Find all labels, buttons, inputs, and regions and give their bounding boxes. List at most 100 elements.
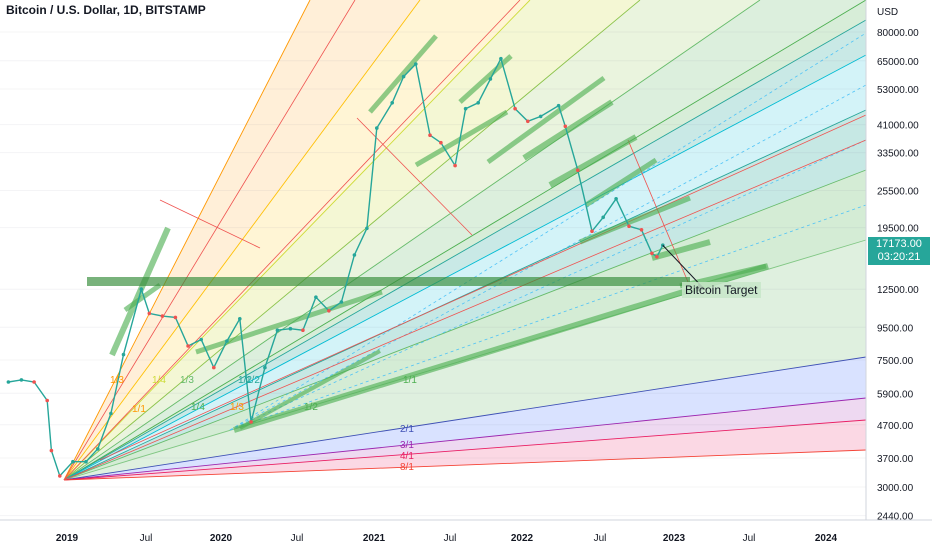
fan-dashed-line <box>229 204 867 431</box>
fan-dashed-line <box>229 32 867 431</box>
target-arrow <box>662 244 705 290</box>
time-tick-label: 2024 <box>815 533 838 544</box>
price-point <box>32 380 36 384</box>
price-point <box>249 420 253 424</box>
fan-label: 1/3 <box>110 375 124 386</box>
price-point <box>563 124 568 129</box>
trend-band <box>414 109 509 168</box>
price-point <box>627 224 631 228</box>
red-fan-line <box>63 0 521 481</box>
trend-band <box>579 195 691 245</box>
red-fan-line <box>63 139 867 481</box>
fan-line <box>63 0 531 481</box>
price-tick-label: 12500.00 <box>877 285 919 296</box>
chart-title: Bitcoin / U.S. Dollar, 1D, BITSTAMP <box>6 3 206 17</box>
price-point <box>526 119 530 124</box>
price-point <box>173 315 178 320</box>
price-point <box>401 74 406 79</box>
fan-label: 1/1 <box>403 375 417 386</box>
fan-label: 1/2 <box>238 375 252 386</box>
price-tick-label: 19500.00 <box>877 224 919 235</box>
time-tick-label: 2020 <box>210 533 233 544</box>
price-point <box>212 365 216 370</box>
price-point <box>463 106 468 111</box>
price-point <box>352 253 357 257</box>
price-point <box>375 126 379 130</box>
fan-line <box>63 19 867 481</box>
price-point <box>19 378 24 382</box>
price-point <box>414 62 418 66</box>
trend-band <box>486 75 606 165</box>
price-point <box>390 101 395 105</box>
price-point <box>590 229 594 233</box>
time-tick-label: Jul <box>444 533 457 544</box>
price-tick-label: 53000.00 <box>877 85 919 96</box>
price-point <box>109 411 113 416</box>
fan-label: 1/4 <box>191 402 205 413</box>
price-tick-label: 4700.00 <box>877 421 914 432</box>
fan-label: 1/2 <box>246 375 260 386</box>
price-point <box>314 295 318 300</box>
fan-label: 1/1 <box>132 404 146 415</box>
price-point <box>238 317 242 321</box>
trend-band <box>233 263 769 433</box>
time-tick-label: 2021 <box>363 533 386 544</box>
price-point <box>288 326 293 331</box>
price-tick-label: 41000.00 <box>877 121 919 132</box>
price-tick-label: 2440.00 <box>877 512 914 523</box>
price-point <box>186 344 190 348</box>
fan-label: 8/1 <box>400 462 414 473</box>
price-axis-bg <box>866 0 932 550</box>
fan-label: 3/1 <box>400 440 414 451</box>
trend-band <box>584 157 658 208</box>
price-point <box>439 140 443 145</box>
trend-band <box>651 239 711 261</box>
price-point <box>365 226 369 231</box>
price-point <box>556 103 561 108</box>
price-point <box>199 337 203 342</box>
price-tick-label: 25500.00 <box>877 186 919 197</box>
price-point <box>655 254 659 259</box>
fan-line <box>63 0 421 481</box>
fan-label: 1/3 <box>180 375 194 386</box>
last-price-tag: 17173.00 03:20:21 <box>868 237 930 265</box>
price-point <box>499 56 503 61</box>
price-tick-label: 5900.00 <box>877 389 914 400</box>
trend-band <box>368 34 438 114</box>
bitcoin-target-label: Bitcoin Target <box>682 282 761 298</box>
fan-line <box>63 0 761 481</box>
price-tick-label: 9500.00 <box>877 323 914 334</box>
price-point <box>45 398 49 403</box>
price-tick-label: 33500.00 <box>877 149 919 160</box>
price-point <box>84 459 88 464</box>
fan-labels: 1/3 1/4 1/3 1/21/4 1/31/12/13/14/18/11/11/21… <box>110 375 417 473</box>
price-point <box>6 380 11 384</box>
red-fan-line <box>63 0 356 481</box>
time-tick-label: Jul <box>140 533 153 544</box>
price-point <box>71 459 75 464</box>
price-point <box>538 114 543 119</box>
fan-dashed-line <box>229 84 867 431</box>
fan-label: 1/2 <box>304 402 318 413</box>
price-point <box>428 133 432 137</box>
time-tick-label: Jul <box>594 533 607 544</box>
fan-line <box>63 419 867 481</box>
fan-line <box>63 54 867 481</box>
price-point <box>275 328 280 333</box>
time-tick-label: 2022 <box>511 533 534 544</box>
price-point <box>147 311 152 316</box>
fan-line <box>63 449 867 481</box>
price-point <box>160 314 165 318</box>
price-point <box>650 251 654 256</box>
price-tick-label: 65000.00 <box>877 57 919 68</box>
price-point <box>339 300 344 304</box>
trend-band <box>522 99 614 161</box>
price-point <box>301 328 305 333</box>
price-point <box>96 447 100 451</box>
price-point <box>327 309 331 313</box>
price-point <box>453 163 457 168</box>
trend-band <box>548 134 638 188</box>
price-axis-currency: USD <box>877 7 898 18</box>
